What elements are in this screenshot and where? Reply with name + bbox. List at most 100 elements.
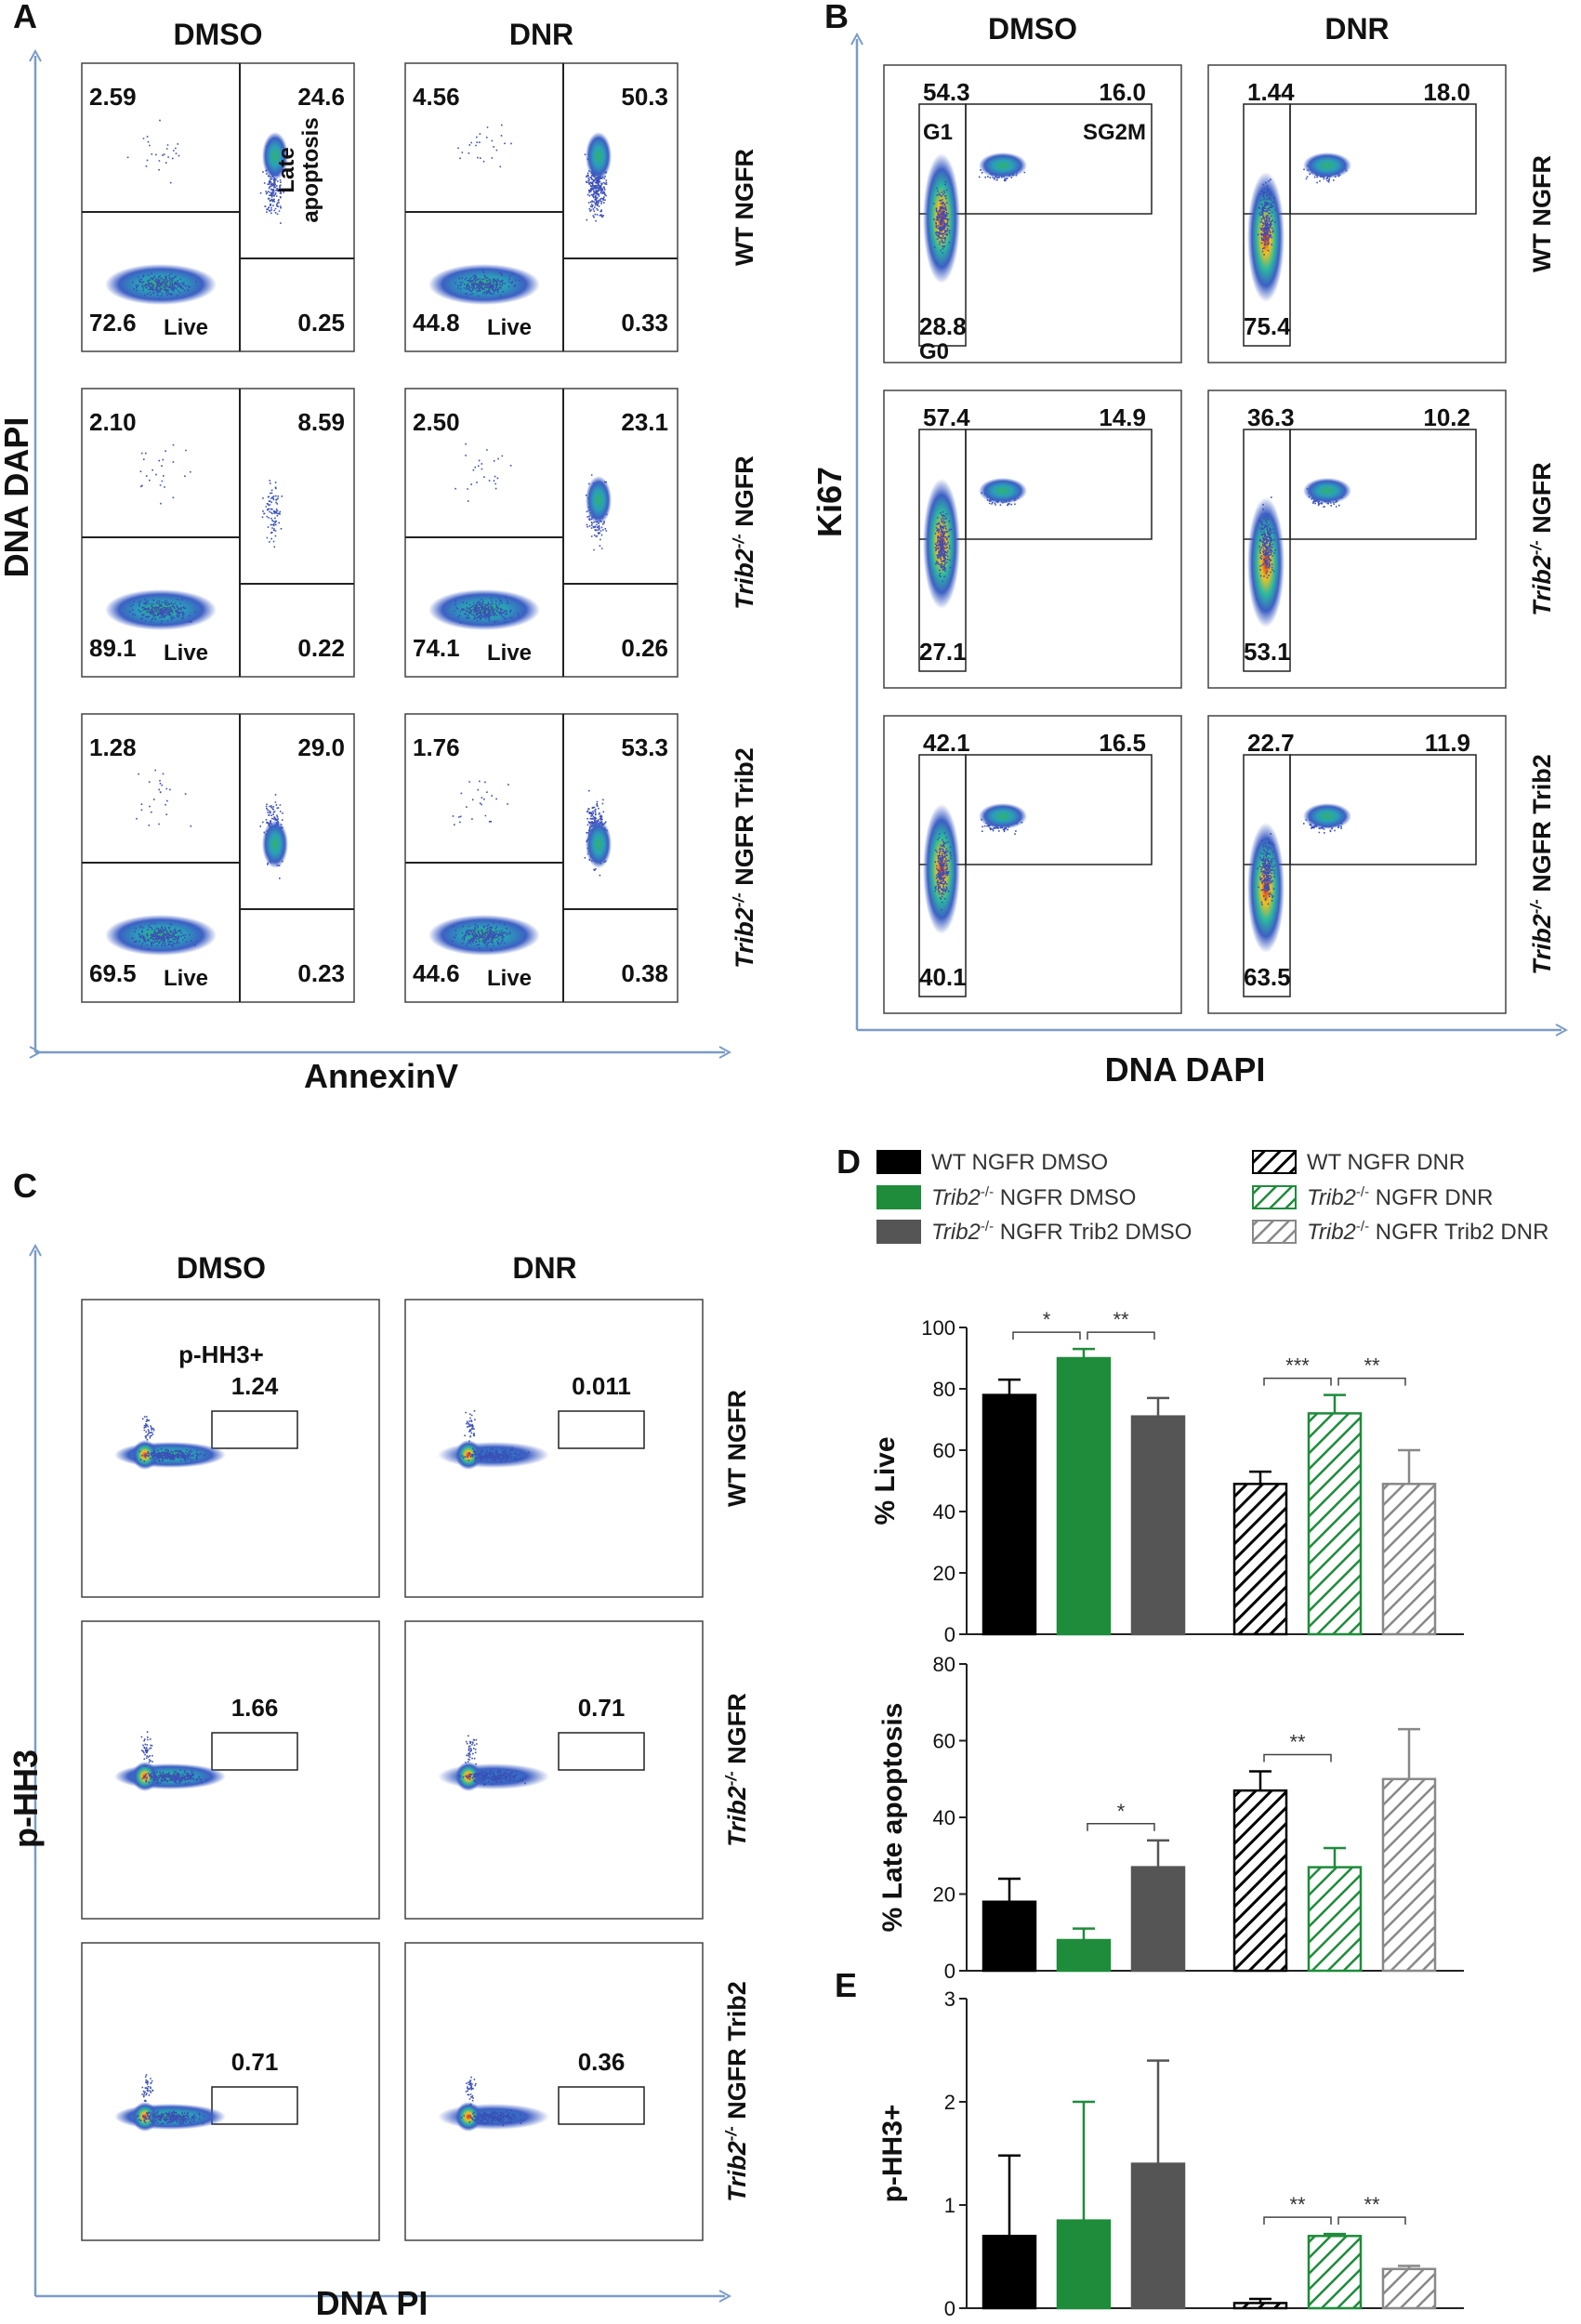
phh3-gate [558,1410,645,1449]
panel-a-plot: Lateapoptosis [81,62,355,352]
panel-b-ylabel: Ki67 [810,467,849,537]
quadrant-ul-value: 2.59 [89,83,137,111]
live-chart-significance-label: ** [1113,1308,1129,1331]
cell-cycle-dots [135,1448,206,1463]
late-apoptosis-blob [586,132,612,180]
late-apoptosis-blob [262,132,288,180]
g1-peak [455,1440,481,1470]
plot-frame [404,388,679,678]
phh3-gate-value: 0.36 [578,2048,626,2076]
late-apoptosis-chart-bar [1232,1789,1288,1973]
phh3-gate-value: 0.011 [572,1372,631,1400]
panel-c-col-header: DNR [512,1251,576,1285]
phh3-chart-bar [1307,2235,1363,2310]
panel-a-xlabel: AnnexinV [304,1057,458,1095]
legend-entry: WT NGFR DNR [1307,1150,1465,1175]
phh3-chart-bar [982,2235,1037,2310]
panel-a-plot [81,388,355,678]
phh3-dots [465,1735,478,1765]
phh3-gate-value: 0.71 [578,1694,626,1722]
phh3-dots [141,1416,155,1441]
legend-entry: WT NGFR DMSO [931,1150,1108,1175]
phh3-gate [211,2086,298,2125]
panel-b-col-header: DMSO [988,12,1077,46]
late-apoptosis-chart-bar [1130,1866,1186,1973]
live-chart-significance-label: *** [1285,1354,1310,1378]
g1-value: 36.3 [1247,403,1295,431]
live-gate-label: Live [164,315,208,340]
panel-c-ylabel: p-HH3 [7,1750,45,1848]
panel-b-plot [883,64,1182,363]
phh3-chart-significance-bracket [1263,2216,1332,2225]
quadrant-lr-value: 0.38 [621,959,668,987]
g1-g0-dots [932,181,951,264]
sg2m-value: 11.9 [1425,729,1470,757]
late-apoptosis-chart-significance-bracket [1087,1823,1155,1831]
live-dots [132,272,197,299]
cell-cycle-dots [458,1769,527,1786]
late-apoptosis-dots [584,139,608,222]
sg2m-gate [1289,429,1477,540]
panel-c-plot [404,1942,704,2241]
panel-c-row-label: WT NGFR [723,1390,751,1507]
plot-frame [81,388,355,678]
legend-swatch [876,1220,921,1244]
sg2m-blob [1303,478,1351,504]
late-apoptosis-chart-significance-label: ** [1289,1731,1306,1754]
live-dots [452,921,511,952]
live-chart-significance-bracket [1012,1331,1081,1340]
sg2m-value: 10.2 [1423,403,1470,431]
quadrant-lr-value: 0.23 [297,959,345,987]
g1-g0-population [1247,172,1285,302]
g1-value: 42.1 [923,729,970,757]
sg2m-value: 16.5 [1099,729,1146,757]
live-population [105,915,217,956]
quadrant-lr-value: 0.33 [621,309,668,337]
panel-b-row-label: Trib2-/- NGFR [1527,462,1556,616]
panel-a-plot [404,62,679,352]
late-apoptosis-chart-bar [1056,1938,1112,1973]
quadrant-ll-value: 44.8 [413,309,460,337]
quadrant-ur-value: 29.0 [297,733,345,761]
live-chart-significance-bracket [1337,1377,1406,1386]
live-dots [454,596,520,624]
sg2m-gate-label: SG2M [1083,120,1146,145]
sparse-dots [452,780,509,825]
panel-b-row-label: Trib2-/- NGFR Trib2 [1527,754,1556,975]
quadrant-ur-value: 24.6 [297,83,345,111]
panel-a-plot [81,713,355,1003]
phh3-gate-value: 0.71 [231,2048,279,2076]
live-chart-y-tick-label: 80 [933,1378,955,1401]
live-chart-bar [1130,1415,1186,1636]
live-gate-label: Live [487,640,532,666]
panel-a-plot [404,388,679,678]
phh3-gate-label: p-HH3+ [178,1340,264,1368]
sg2m-gate [965,754,1153,865]
panel-c-plot [81,1942,380,2241]
late-apoptosis-chart-y-tick-label: 20 [933,1883,955,1907]
quadrant-ul-value: 2.50 [413,408,460,436]
legend-swatch [876,1150,921,1174]
panel-c-plot [404,1299,704,1598]
late-apoptosis-chart-bar [1307,1866,1363,1973]
live-dots [455,270,520,297]
live-chart-bar [1381,1483,1437,1636]
panel-label-b: B [824,0,849,35]
quadrant-ll-value: 72.6 [89,309,137,337]
live-dots [128,599,196,625]
legend-entry: Trib2-/- NGFR DMSO [931,1184,1136,1210]
g0-value: 63.5 [1244,963,1291,991]
live-chart-ylabel: % Live [870,1436,901,1525]
g1-g0-dots [1258,496,1276,579]
legend-entry: Trib2-/- NGFR DNR [1307,1184,1493,1210]
g1-g0-dots [934,511,953,583]
panel-b-plot [1207,715,1507,1014]
plot-frame [81,62,355,352]
panel-label-a: A [13,0,37,35]
live-chart-y-tick-label: 40 [933,1500,955,1524]
late-apoptosis-blob [262,820,288,868]
cell-cycle-dots [460,2109,526,2127]
phh3-gate-value: 1.24 [231,1372,279,1400]
g0-g1-gate [918,429,967,672]
late-apoptosis-chart-significance-bracket [1263,1753,1332,1763]
